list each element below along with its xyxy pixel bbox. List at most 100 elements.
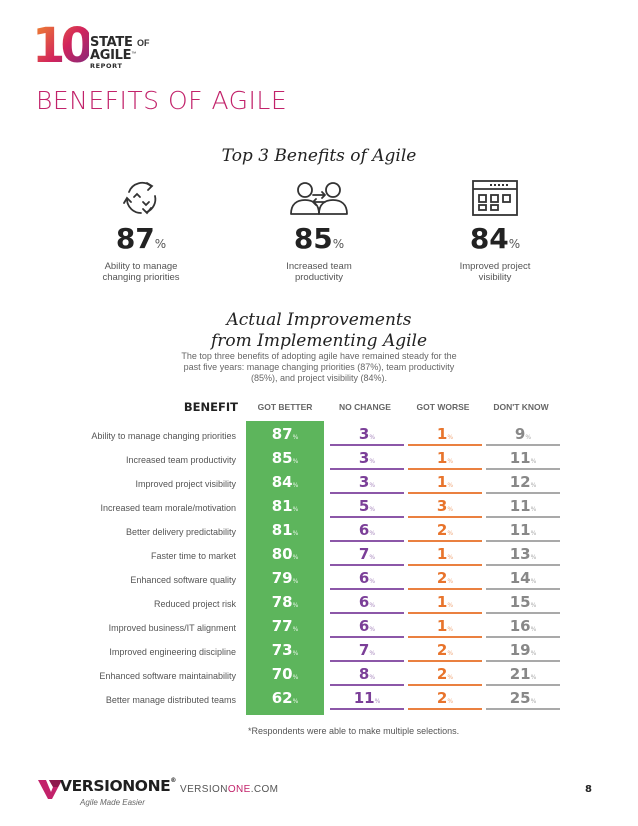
dont-know-underline [486,492,560,494]
dont-know-value: 15% [509,593,537,611]
cycle-arrows-icon [123,181,157,215]
dont-know-underline [486,684,560,686]
improvements-intro: The top three benefits of adopting agile… [181,351,457,383]
no-change-underline [330,708,404,710]
got-better-value: 62% [271,689,299,707]
got-better-value: 84% [271,473,299,491]
benefit-label: Improved business/IT alignment [108,623,236,633]
benefit-label: Better delivery predictability [125,527,236,537]
got-worse-value: 3% [436,497,454,515]
versionone-wordmark: VERSIONONE® [60,777,176,795]
dont-know-value: 14% [509,569,537,587]
no-change-underline [330,468,404,470]
got-better-value: 81% [271,497,299,515]
benefit-label: Improved project visibility [135,479,236,489]
got-worse-value: 2% [436,569,454,587]
benefit-label: Increased team morale/motivation [100,503,236,513]
no-change-underline [330,684,404,686]
no-change-value: 6% [358,521,376,539]
col-header-dont-know: DON'T KNOW [493,402,549,412]
got-worse-value: 1% [436,545,454,563]
got-better-column-bg [246,421,324,715]
col-header-got-worse: GOT WORSE [416,402,470,412]
got-worse-value: 2% [436,521,454,539]
table-row: Reduced project risk 78% 6% 1% 15% [0,591,638,615]
got-better-value: 87% [271,425,299,443]
got-better-value: 80% [271,545,299,563]
versionone-tagline: Agile Made Easier [80,798,145,807]
got-better-value: 73% [271,641,299,659]
benefit-label: Enhanced software maintainability [99,671,236,681]
benefit-label: Reduced project risk [153,599,236,609]
benefit-label: Improved engineering discipline [109,647,236,657]
page-title: BENEFITS OF AGILE [36,86,288,115]
table-row: Improved business/IT alignment 77% 6% 1% 16% [0,615,638,639]
no-change-underline [330,540,404,542]
top-benefit-3: 84% Improved project visibility [420,178,570,283]
top-benefit-2: 85% Increased team productivity [244,178,394,283]
dont-know-value: 25% [509,689,537,707]
dont-know-underline [486,468,560,470]
no-change-value: 7% [358,641,376,659]
got-worse-value: 1% [436,593,454,611]
dont-know-value: 9% [514,425,532,443]
top-benefit-1: 87% Ability to manage changing prioritie… [66,178,216,283]
dont-know-underline [486,540,560,542]
no-change-underline [330,492,404,494]
logo-number: 10 [32,18,94,74]
dont-know-value: 21% [509,665,537,683]
got-worse-underline [408,444,482,446]
dont-know-underline [486,444,560,446]
dont-know-underline [486,588,560,590]
got-better-value: 79% [271,569,299,587]
no-change-value: 6% [358,569,376,587]
stat-label-3: Improved project visibility [459,261,531,283]
versionone-logo: VERSIONONE® Agile Made Easier [38,776,188,814]
got-worse-value: 1% [436,449,454,467]
dont-know-value: 11% [509,449,537,467]
no-change-value: 11% [353,689,381,707]
no-change-value: 7% [358,545,376,563]
got-worse-underline [408,636,482,638]
table-row: Faster time to market 80% 7% 1% 13% [0,543,638,567]
table-row: Enhanced software maintainability 70% 8% 2%… [0,663,638,687]
website-link[interactable]: VERSIONONE.COM [180,784,279,795]
page-number: 8 [585,784,592,795]
top-benefits-heading: Top 3 Benefits of Agile [221,146,417,166]
stat-value-1: 87% [115,222,167,255]
table-row: Better delivery predictability 81% 6% 2% 11% [0,519,638,543]
stat-value-2: 85% [293,222,345,255]
no-change-value: 3% [358,425,376,443]
no-change-underline [330,612,404,614]
table-row: Better manage distributed teams 62% 11% 2% 2… [0,687,638,711]
got-worse-value: 1% [436,617,454,635]
dont-know-underline [486,612,560,614]
got-worse-underline [408,660,482,662]
dont-know-underline [486,708,560,710]
col-header-no-change: NO CHANGE [339,402,391,412]
versionone-v-icon [38,780,62,799]
table-row: Enhanced software quality 79% 6% 2% 14% [0,567,638,591]
got-worse-underline [408,492,482,494]
dont-know-value: 13% [509,545,537,563]
project-window-icon [472,180,518,216]
stat-value-3: 84% [469,222,521,255]
benefit-label: Ability to manage changing priorities [91,431,236,441]
got-worse-underline [408,708,482,710]
got-worse-value: 1% [436,425,454,443]
got-better-value: 85% [271,449,299,467]
no-change-underline [330,564,404,566]
table-row: Improved project visibility 84% 3% 1% 12% [0,471,638,495]
logo-of: OF [136,38,150,48]
dont-know-value: 16% [509,617,537,635]
table-row: Ability to manage changing priorities 87%… [0,423,638,447]
benefit-label: Better manage distributed teams [105,695,236,705]
got-worse-value: 2% [436,689,454,707]
no-change-value: 3% [358,449,376,467]
no-change-underline [330,636,404,638]
footnote: *Respondents were able to make multiple … [248,726,460,736]
no-change-underline [330,660,404,662]
got-worse-underline [408,540,482,542]
no-change-value: 3% [358,473,376,491]
got-worse-underline [408,612,482,614]
